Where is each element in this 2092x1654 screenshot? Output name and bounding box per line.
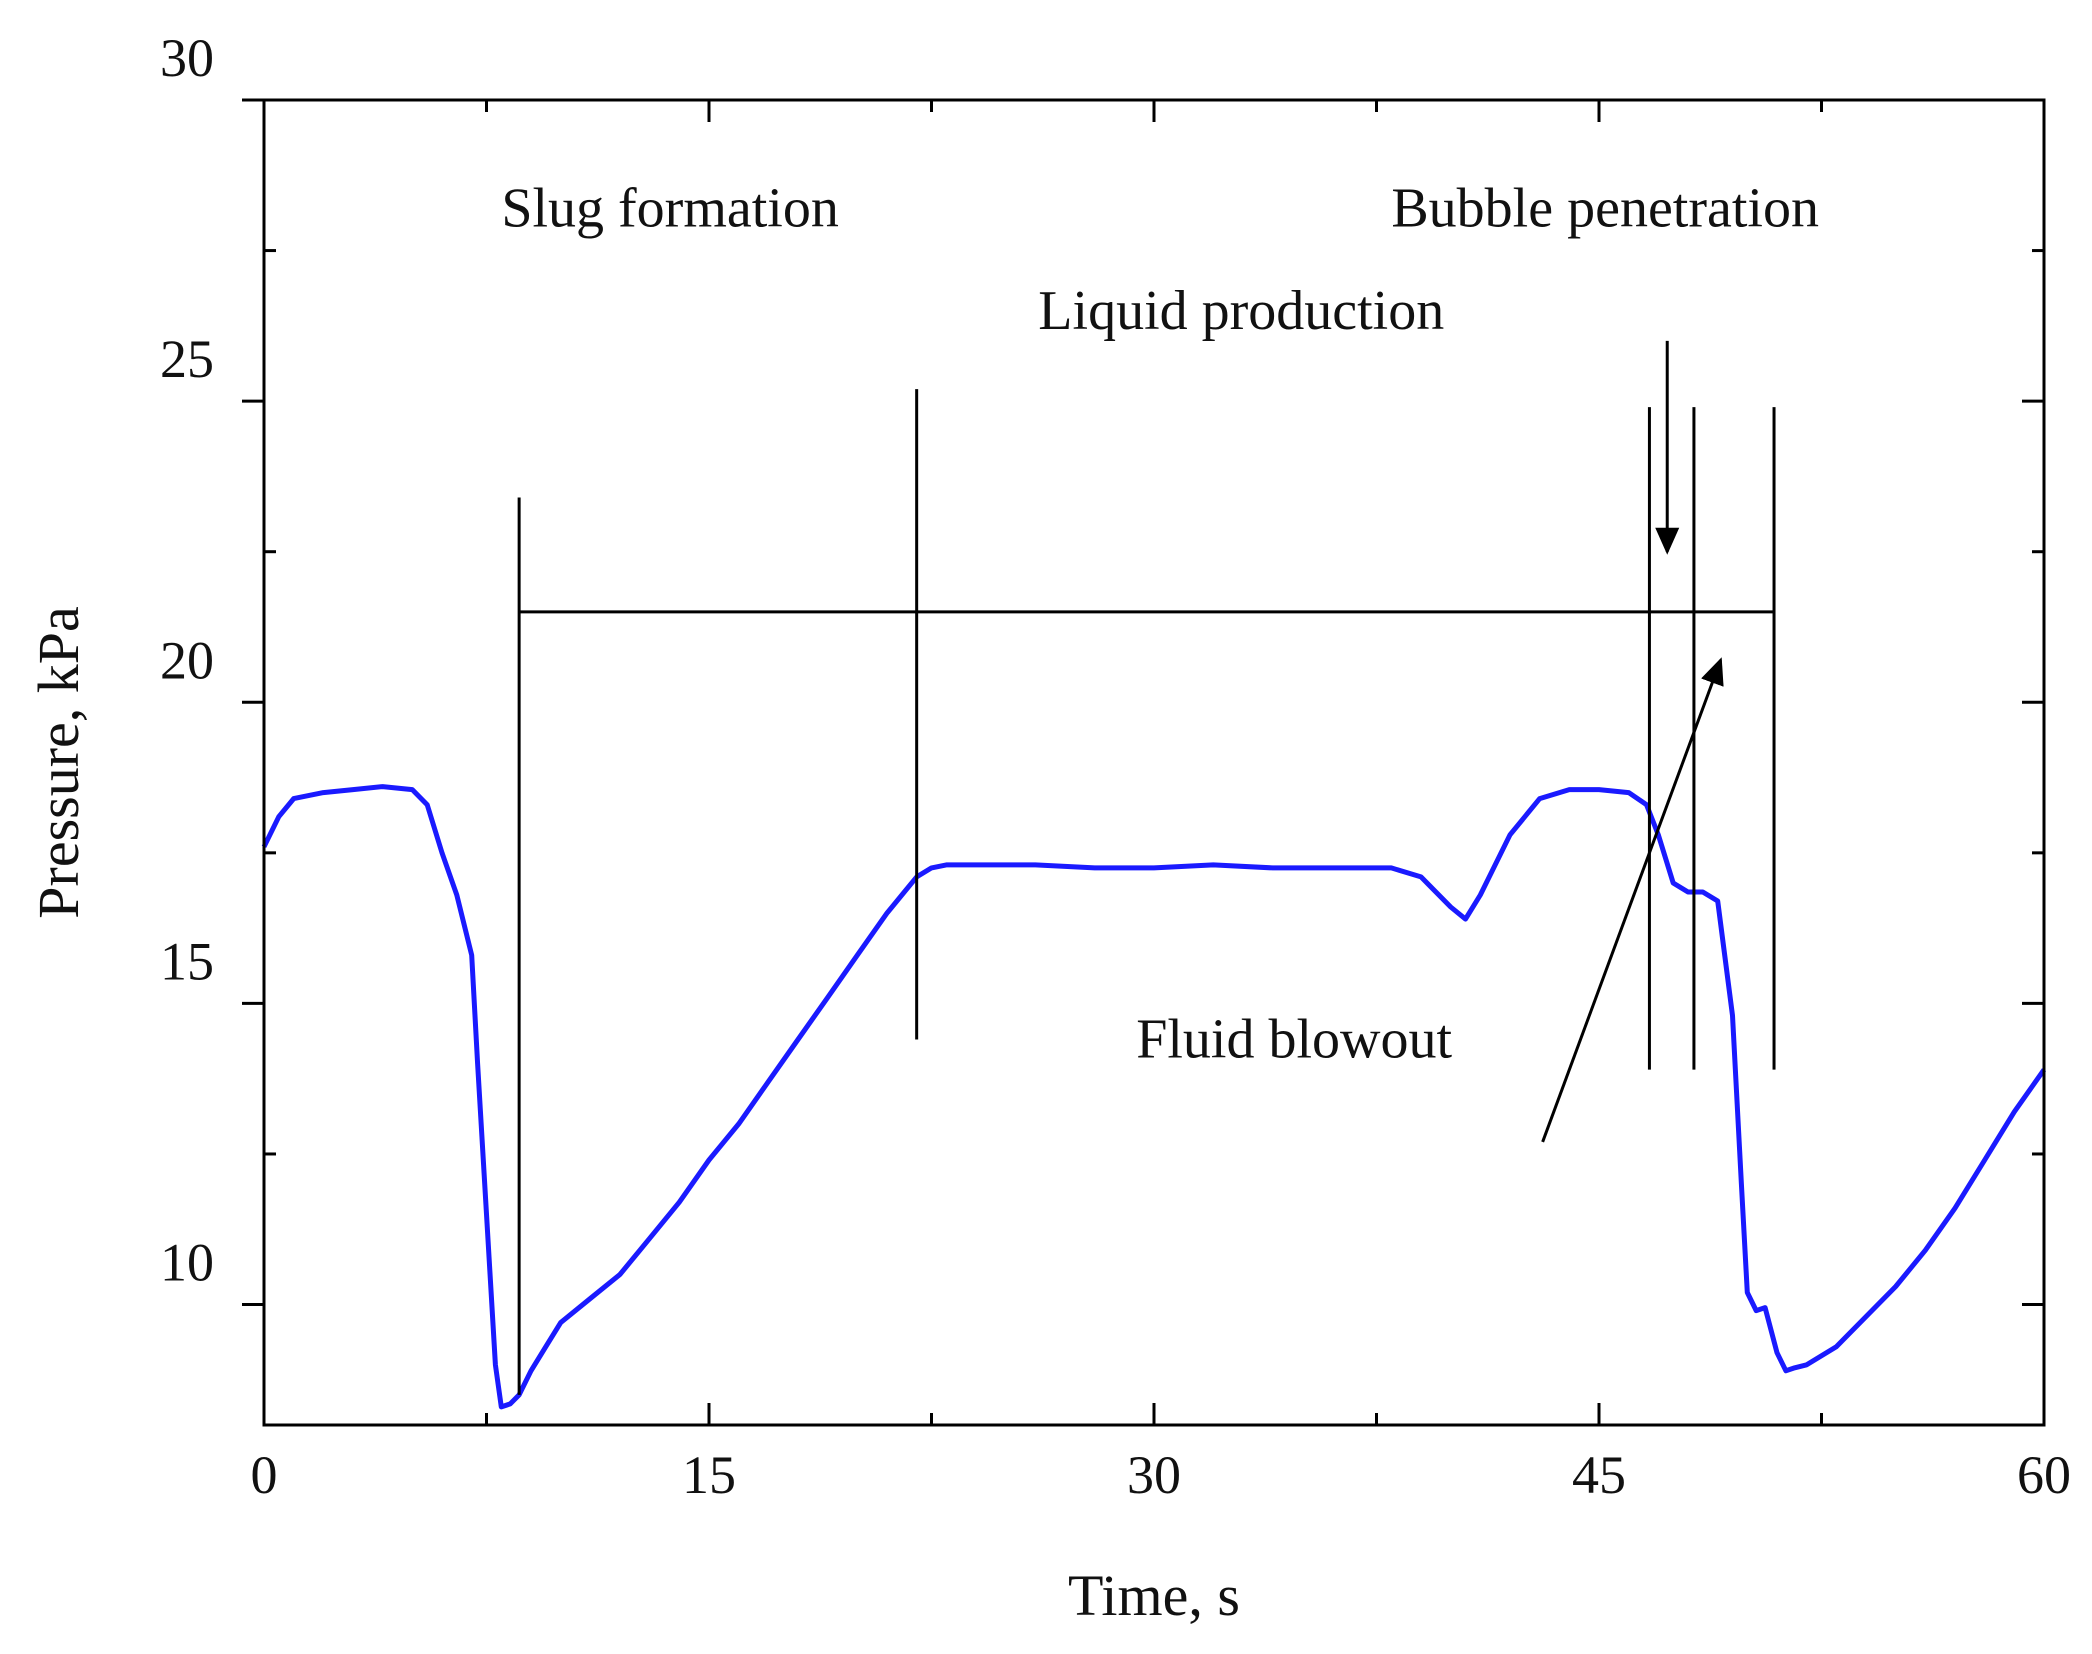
y-tick-label: 30 bbox=[160, 28, 214, 88]
fluid-blowout-label: Fluid blowout bbox=[1136, 1009, 1452, 1071]
x-tick-label: 60 bbox=[2017, 1445, 2071, 1505]
y-tick-label: 10 bbox=[160, 1233, 214, 1293]
fluid-blowout-arrow bbox=[1541, 657, 1724, 1143]
liquid-production-label: Liquid production bbox=[1038, 280, 1444, 342]
x-tick-label: 0 bbox=[251, 1445, 278, 1505]
bubble-penetration-label: Bubble penetration bbox=[1391, 177, 1819, 239]
y-axis-title: Pressure, kPa bbox=[26, 606, 91, 919]
x-axis-title: Time, s bbox=[1068, 1563, 1240, 1628]
y-tick-label: 20 bbox=[160, 630, 214, 690]
series-line-pressure bbox=[261, 784, 2047, 1410]
x-tick-label: 15 bbox=[682, 1445, 736, 1505]
y-tick-label: 25 bbox=[160, 329, 214, 389]
x-tick-label: 45 bbox=[1572, 1445, 1626, 1505]
x-tick-label: 30 bbox=[1127, 1445, 1181, 1505]
slug-formation-label: Slug formation bbox=[501, 177, 839, 239]
y-tick-label: 15 bbox=[160, 931, 214, 991]
